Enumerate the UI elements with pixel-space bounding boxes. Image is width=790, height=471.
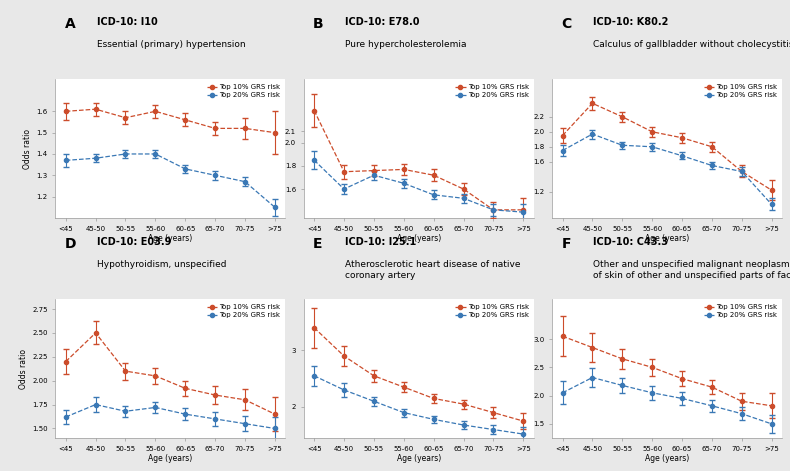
- Legend: Top 10% GRS risk, Top 20% GRS risk: Top 10% GRS risk, Top 20% GRS risk: [453, 303, 530, 320]
- Text: Essential (primary) hypertension: Essential (primary) hypertension: [96, 40, 246, 49]
- Text: A: A: [65, 17, 75, 32]
- Text: ICD-10: E03.9: ICD-10: E03.9: [96, 237, 171, 247]
- Text: D: D: [65, 237, 76, 252]
- Text: ICD-10: E78.0: ICD-10: E78.0: [345, 17, 419, 27]
- Text: B: B: [313, 17, 324, 32]
- X-axis label: Age (years): Age (years): [645, 235, 689, 244]
- X-axis label: Age (years): Age (years): [397, 455, 441, 463]
- Text: Pure hypercholesterolemia: Pure hypercholesterolemia: [345, 40, 467, 49]
- Text: ICD-10: I25.1: ICD-10: I25.1: [345, 237, 416, 247]
- Y-axis label: Odds ratio: Odds ratio: [23, 129, 32, 169]
- Text: C: C: [562, 17, 571, 32]
- X-axis label: Age (years): Age (years): [149, 455, 193, 463]
- Text: Calculus of gallbladder without cholecystitis: Calculus of gallbladder without cholecys…: [593, 40, 790, 49]
- Y-axis label: Odds ratio: Odds ratio: [19, 349, 28, 389]
- Legend: Top 10% GRS risk, Top 20% GRS risk: Top 10% GRS risk, Top 20% GRS risk: [205, 303, 282, 320]
- X-axis label: Age (years): Age (years): [149, 235, 193, 244]
- Text: F: F: [562, 237, 571, 252]
- X-axis label: Age (years): Age (years): [397, 235, 441, 244]
- Text: Other and unspecified malignant neoplasm
of skin of other and unspecified parts : Other and unspecified malignant neoplasm…: [593, 260, 790, 280]
- X-axis label: Age (years): Age (years): [645, 455, 689, 463]
- Text: Hypothyroidism, unspecified: Hypothyroidism, unspecified: [96, 260, 226, 269]
- Text: ICD-10: I10: ICD-10: I10: [96, 17, 157, 27]
- Legend: Top 10% GRS risk, Top 20% GRS risk: Top 10% GRS risk, Top 20% GRS risk: [702, 303, 779, 320]
- Text: E: E: [313, 237, 322, 252]
- Text: Atherosclerotic heart disease of native
coronary artery: Atherosclerotic heart disease of native …: [345, 260, 521, 280]
- Legend: Top 10% GRS risk, Top 20% GRS risk: Top 10% GRS risk, Top 20% GRS risk: [205, 83, 282, 100]
- Text: ICD-10: C43.3: ICD-10: C43.3: [593, 237, 668, 247]
- Text: ICD-10: K80.2: ICD-10: K80.2: [593, 17, 669, 27]
- Legend: Top 10% GRS risk, Top 20% GRS risk: Top 10% GRS risk, Top 20% GRS risk: [702, 83, 779, 100]
- Legend: Top 10% GRS risk, Top 20% GRS risk: Top 10% GRS risk, Top 20% GRS risk: [453, 83, 530, 100]
